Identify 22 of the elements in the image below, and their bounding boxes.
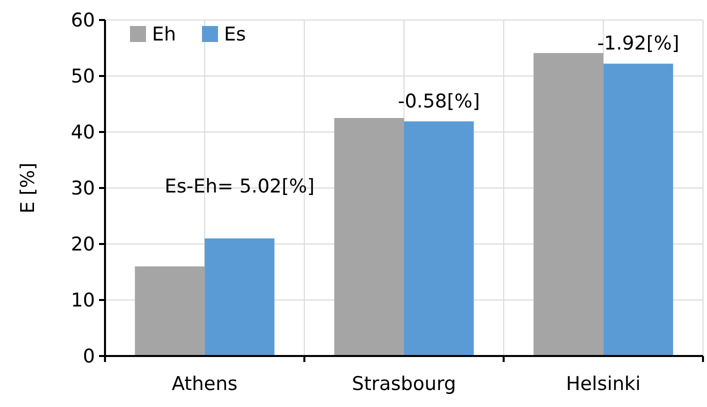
annotation: Es-Eh= 5.02[%] bbox=[164, 175, 315, 198]
y-tick-label: 40 bbox=[70, 122, 95, 144]
legend-label: Eh bbox=[152, 24, 176, 46]
bar bbox=[534, 53, 604, 356]
x-tick-label: Strasbourg bbox=[352, 373, 456, 395]
y-tick-label: 60 bbox=[70, 10, 95, 32]
bar bbox=[603, 64, 674, 356]
x-tick-label: Athens bbox=[172, 373, 238, 395]
bar bbox=[334, 118, 404, 356]
bar bbox=[134, 266, 205, 356]
y-tick-label: 0 bbox=[82, 346, 95, 368]
bar bbox=[404, 121, 474, 356]
y-tick-label: 10 bbox=[70, 290, 95, 312]
y-tick-label: 50 bbox=[70, 66, 95, 88]
bar bbox=[204, 238, 274, 356]
annotation: -0.58[%] bbox=[398, 90, 480, 112]
y-tick-label: 20 bbox=[70, 234, 95, 256]
y-axis-title: E [%] bbox=[17, 162, 39, 214]
legend-label: Es bbox=[224, 24, 246, 46]
x-tick-label: Helsinki bbox=[566, 373, 641, 395]
y-tick-label: 30 bbox=[70, 178, 95, 200]
annotation: -1.92[%] bbox=[597, 32, 680, 55]
